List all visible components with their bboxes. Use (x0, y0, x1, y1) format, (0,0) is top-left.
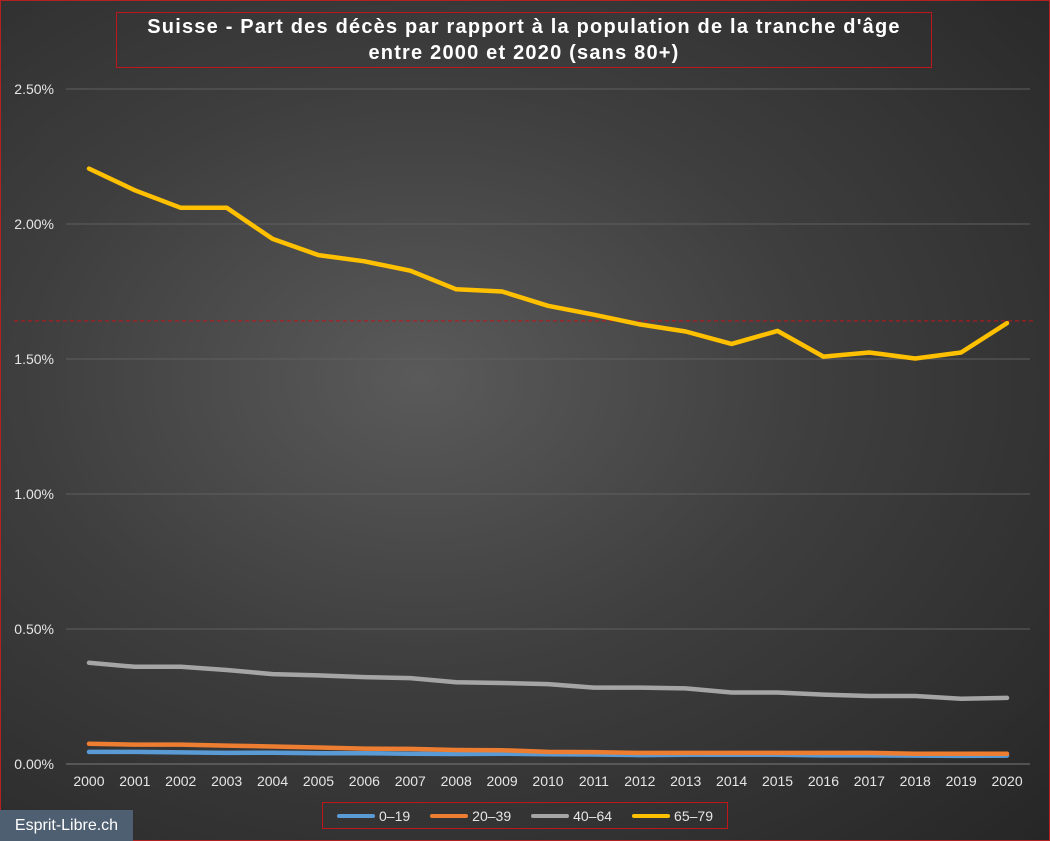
x-tick-label: 2017 (854, 773, 885, 789)
y-tick-label: 1.50% (14, 351, 54, 367)
legend-label: 65–79 (674, 807, 713, 824)
legend-item: 0–19 (337, 808, 410, 824)
legend-item: 65–79 (632, 808, 713, 824)
x-tick-label: 2018 (900, 773, 931, 789)
series-line-20–39 (86, 741, 1010, 756)
x-tick-label: 2005 (303, 773, 334, 789)
series-line-0–19 (86, 749, 1010, 759)
x-tick-label: 2019 (946, 773, 977, 789)
legend-label: 20–39 (472, 807, 512, 824)
legend-swatch (430, 813, 469, 818)
y-tick-label: 1.00% (14, 486, 54, 502)
series-lines (86, 166, 1010, 759)
series-line-40–64 (86, 660, 1010, 701)
x-tick-label: 2013 (670, 773, 701, 789)
x-tick-label: 2003 (211, 773, 242, 789)
legend-item: 20–39 (430, 808, 511, 824)
x-tick-label: 2016 (808, 773, 839, 789)
legend-swatch (632, 813, 671, 818)
x-axis-ticks: 2000 2001 2002 2003 2004 2005 2006 2007 2008 2009… (73, 773, 1022, 789)
legend-swatch (337, 813, 376, 818)
y-axis-ticks: 0.00% 0.50% 1.00% 1.50% 2.00% 2.50% (14, 81, 54, 772)
x-tick-label: 2000 (73, 773, 104, 789)
y-tick-label: 0.50% (14, 621, 54, 637)
y-tick-label: 2.00% (14, 216, 54, 232)
legend-label: 40–64 (573, 807, 613, 824)
x-tick-label: 2007 (395, 773, 426, 789)
legend-item: 40–64 (531, 808, 612, 824)
x-tick-label: 2011 (579, 773, 609, 789)
legend-label: 0–19 (379, 807, 411, 824)
chart-title-box: Suisse - Part des décès par rapport à la… (116, 12, 932, 68)
x-tick-label: 2009 (487, 773, 518, 789)
gridlines (66, 88, 1030, 765)
y-tick-label: 2.50% (14, 81, 54, 97)
x-tick-label: 2010 (532, 773, 563, 789)
x-tick-label: 2012 (624, 773, 655, 789)
x-tick-label: 2006 (349, 773, 380, 789)
legend: 0–19 20–39 40–64 65–79 (322, 802, 728, 829)
x-tick-label: 2002 (165, 773, 196, 789)
x-tick-label: 2015 (762, 773, 793, 789)
chart-title: Suisse - Part des décès par rapport à la… (147, 16, 901, 64)
series-line-65–79 (86, 166, 1010, 361)
y-tick-label: 0.00% (14, 756, 54, 772)
x-tick-label: 2014 (716, 773, 747, 789)
x-tick-label: 2004 (257, 773, 288, 789)
legend-swatch (531, 813, 570, 818)
x-tick-label: 2001 (119, 773, 150, 789)
x-tick-label: 2008 (441, 773, 472, 789)
x-tick-label: 2020 (991, 773, 1022, 789)
watermark: Esprit-Libre.ch (0, 810, 133, 841)
